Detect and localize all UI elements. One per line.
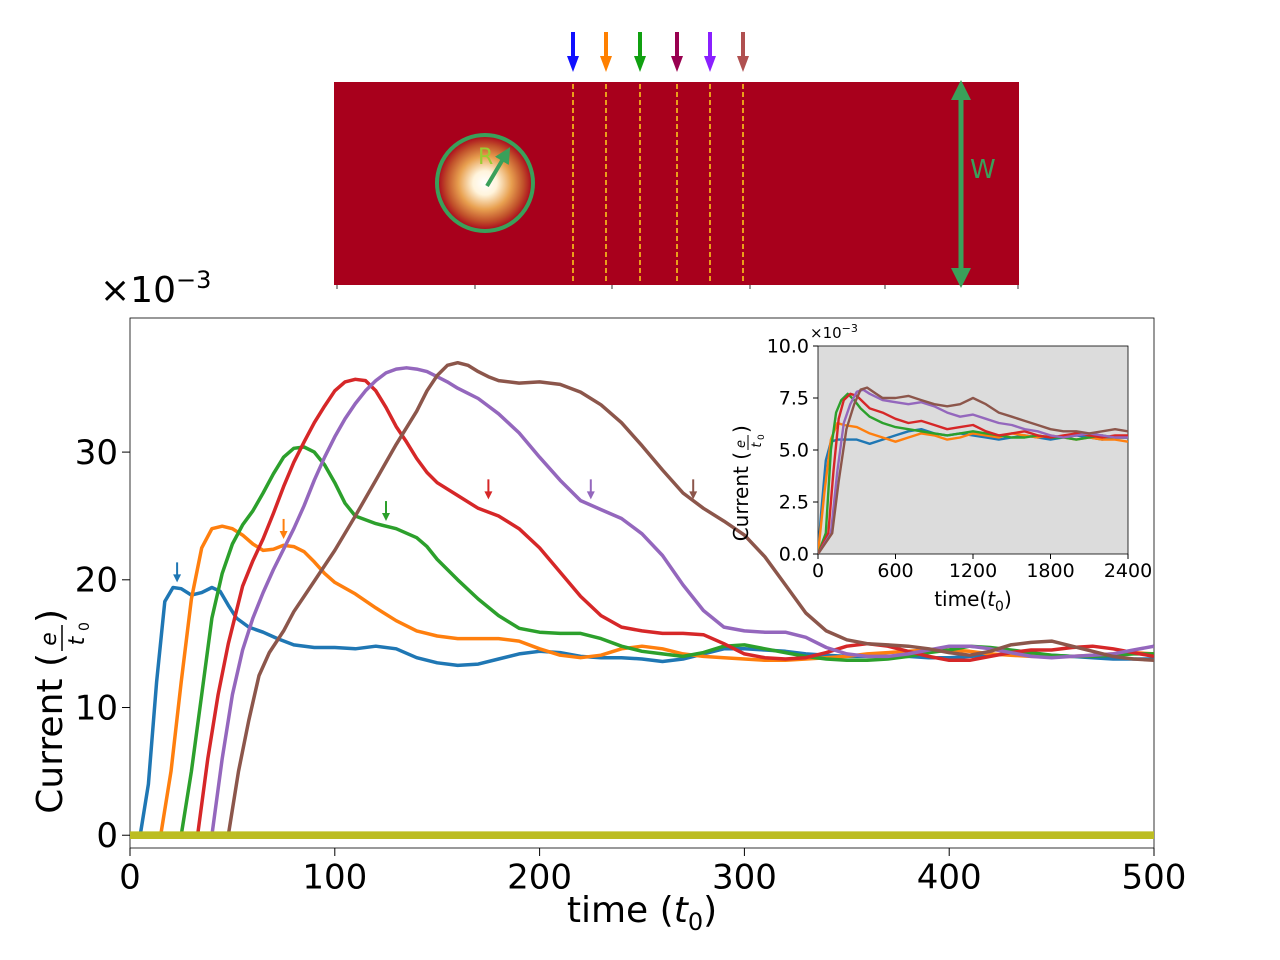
probe-arrow-head-5 (704, 56, 716, 72)
inset-plot-frame (817, 345, 1129, 555)
inset-ytick-label-1: 2.5 (779, 492, 809, 514)
front-marker-head-5 (586, 491, 595, 500)
svg-text:t: t (750, 442, 765, 448)
inset-offset-text: ×10−3 (810, 322, 858, 342)
inset-series-probe-4 (818, 392, 1128, 554)
main-xtick-label-4: 400 (917, 857, 982, 897)
main-ytick-label-2: 20 (75, 561, 118, 601)
probe-arrow-head-1 (567, 56, 579, 72)
main-offset-text: ×10−3 (100, 266, 211, 311)
main-series-probe-6 (130, 360, 1154, 837)
inset-ytick-label-3: 7.5 (779, 388, 809, 410)
inset-ytick-label-0: 0.0 (779, 544, 809, 566)
main-ytick-label-3: 30 (75, 433, 118, 473)
inset-ytick-label-4: 10.0 (767, 336, 809, 358)
front-marker-head-3 (382, 513, 390, 522)
inset-xtick-label-1: 600 (877, 560, 913, 582)
main-xtick-label-5: 500 (1122, 857, 1187, 897)
svg-text:0: 0 (77, 622, 93, 631)
probe-arrow-head-6 (737, 56, 749, 72)
radius-arrow (485, 147, 511, 188)
main-ytick-label-0: 0 (96, 816, 118, 856)
main-xtick-label-2: 200 (507, 857, 572, 897)
svg-text:t: t (65, 635, 90, 645)
front-marker-head-1 (173, 574, 182, 583)
inset-series-probe-3 (818, 392, 1128, 554)
svg-text:Current (: Current ( (729, 452, 753, 541)
probe-arrow-head-4 (671, 56, 683, 72)
inset-xtick-label-0: 0 (812, 560, 824, 582)
inset-plot: 0 600 1200 1800 2400 0.0 2.5 5.0 7.5 10.0 ×10−3 t… (729, 322, 1152, 615)
main-series-probe-3 (130, 445, 1154, 837)
main-series-probe-5 (130, 366, 1154, 837)
svg-text:0: 0 (757, 434, 767, 440)
front-marker-head-4 (484, 491, 493, 500)
svg-text:): ) (729, 425, 753, 433)
main-xtick-label-3: 300 (712, 857, 777, 897)
inset-series-probe-6 (818, 386, 1128, 554)
svg-text:): ) (30, 609, 71, 623)
main-xtick-label-1: 100 (302, 857, 367, 897)
front-marker-head-6 (689, 491, 698, 500)
blob-outline (435, 133, 535, 233)
svg-text:e: e (734, 440, 749, 448)
inset-xlabel: time(t0) (934, 587, 1012, 615)
inset-ytick-label-2: 5.0 (779, 440, 809, 462)
main-ylabel: Current ( e t 0 ) (30, 609, 93, 814)
main-xtick-label-0: 0 (119, 857, 141, 897)
width-label: W (970, 155, 996, 185)
channel-schematic: R W (334, 32, 1019, 289)
svg-text:Current (: Current ( (30, 653, 71, 814)
probe-arrow-head-3 (634, 56, 646, 72)
inset-series-probe-5 (818, 388, 1128, 554)
radius-label: R (478, 145, 493, 170)
front-marker-head-2 (279, 530, 288, 539)
main-xlabel: time (t0) (567, 890, 717, 936)
inset-xtick-label-3: 1800 (1026, 560, 1074, 582)
inset-ylabel: Current ( e t 0 ) (729, 425, 767, 541)
svg-text:e: e (37, 632, 62, 646)
main-ytick-label-1: 10 (75, 688, 118, 728)
probe-arrow-head-2 (600, 56, 612, 72)
main-series-probe-4 (130, 377, 1154, 837)
inset-xtick-label-4: 2400 (1104, 560, 1152, 582)
inset-xtick-label-2: 1200 (949, 560, 997, 582)
probe-lines (336, 32, 1019, 289)
